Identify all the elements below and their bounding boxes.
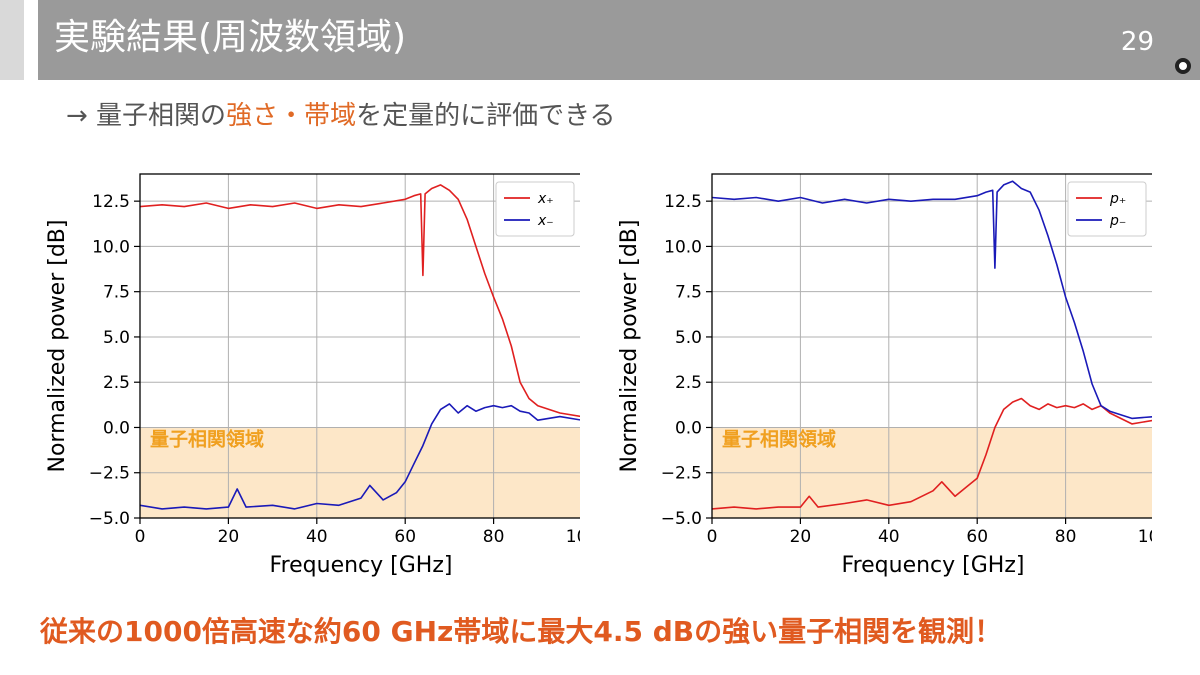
x-tick-label: 40 [306,527,328,547]
y-tick-label: 12.5 [664,192,702,212]
legend-entry: p₋ [1109,213,1126,229]
plot-frame [139,173,580,519]
series-line [140,403,580,510]
plot-frame [711,173,1152,519]
x-tick-label: 0 [707,527,718,547]
x-tick-label: 80 [1055,527,1077,547]
y-tick-label: 0.0 [103,418,130,438]
y-axis-label: Normalized power [dB] [617,220,642,473]
series-line [712,397,1152,510]
x-tick-label: 60 [394,527,416,547]
y-tick-label: −5.0 [661,509,702,529]
y-tick-label: 0.0 [675,418,702,438]
x-axis-label: Frequency [GHz] [270,553,453,578]
header-divider-bar [24,0,38,80]
x-tick-label: 60 [966,527,988,547]
y-tick-label: 2.5 [675,373,702,393]
y-tick-label: 5.0 [103,328,130,348]
slide-header: 実験結果(周波数領域) 29 [0,0,1200,80]
y-tick-label: −5.0 [89,509,130,529]
slide-title: 実験結果(周波数領域) [54,17,407,58]
chart-p-svg: 0 20 40 60 80 100 −5.0 −2.5 0.0 2.5 5.0 7.5 10.0 12.5… [617,173,1152,578]
quantum-region-label: 量子相関領域 [150,428,264,451]
y-tick-label: −2.5 [661,464,702,484]
x-axis-label: Frequency [GHz] [842,553,1025,578]
x-tick-label: 20 [790,527,812,547]
x-tick-label: 80 [483,527,505,547]
subtitle-tail: を定量的に評価できる [356,101,616,131]
subtitle-lead: → 量子相関の [66,101,227,131]
y-tick-label: 2.5 [103,373,130,393]
y-tick-label: 7.5 [675,283,702,303]
y-tick-label: 5.0 [675,328,702,348]
series-line [712,180,1152,420]
conclusion-text: 従来の1000倍高速な約60 GHz帯域に最大4.5 dBの強い量子相関を観測！ [40,615,1003,648]
x-tick-label: 100 [566,527,580,547]
quantum-region-label: 量子相関領域 [722,428,836,451]
legend-entry: x₊ [537,191,554,207]
chart-x-quadrature: 0 20 40 60 80 100 −5.0 −2.5 0.0 2.5 5.0 7.5 10.0 12.5… [20,160,580,580]
y-tick-label: 7.5 [103,283,130,303]
y-tick-label: 10.0 [664,237,702,257]
corner-dot-icon [1175,58,1191,74]
y-tick-label: 12.5 [92,192,130,212]
x-tick-label: 40 [878,527,900,547]
legend-box [1067,181,1147,237]
x-tick-label: 100 [1138,527,1152,547]
legend-entry: x₋ [537,213,554,229]
slide-subtitle: → 量子相関の強さ・帯域を定量的に評価できる [66,98,616,134]
subtitle-accent: 強さ・帯域 [226,101,357,131]
page-number: 29 [1120,27,1154,57]
y-tick-label: −2.5 [89,464,130,484]
legend-box [495,181,575,237]
y-axis-label: Normalized power [dB] [45,220,70,473]
y-tick-label: 10.0 [92,237,130,257]
x-tick-label: 0 [135,527,146,547]
chart-x-svg: 0 20 40 60 80 100 −5.0 −2.5 0.0 2.5 5.0 7.5 10.0 12.5… [45,173,580,578]
x-tick-label: 20 [218,527,240,547]
series-line [140,184,580,418]
header-accent-bar [0,0,24,80]
legend-entry: p₊ [1109,191,1126,207]
chart-p-quadrature: 0 20 40 60 80 100 −5.0 −2.5 0.0 2.5 5.0 7.5 10.0 12.5… [592,160,1152,580]
